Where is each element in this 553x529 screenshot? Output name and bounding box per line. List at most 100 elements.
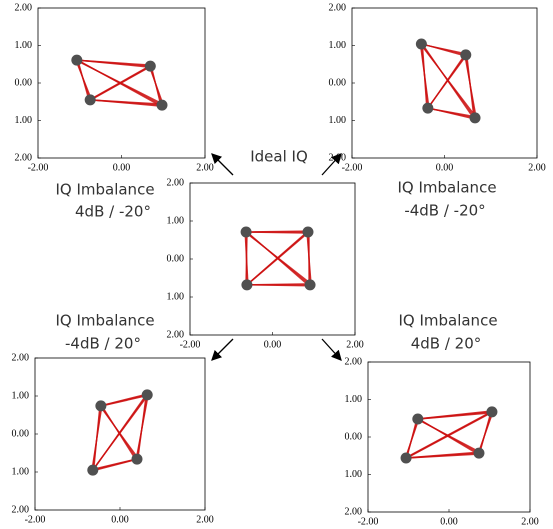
x-tick-label: -2.00 (25, 514, 46, 525)
trajectory (88, 65, 152, 102)
constellation-point (241, 279, 253, 291)
y-tick-label: 2.00 (345, 506, 363, 517)
x-tick-label: -2.00 (28, 162, 49, 173)
trajectory (422, 43, 465, 57)
constellation-point (156, 99, 168, 111)
trajectory (407, 453, 479, 459)
x-tick-label: -2.00 (180, 339, 201, 350)
constellation-point (141, 389, 153, 401)
x-tick-label: 2.00 (521, 516, 539, 527)
trajectory (101, 395, 147, 407)
y-tick-label: 2.00 (15, 152, 33, 163)
trajectory (404, 411, 494, 460)
arrow (211, 338, 234, 361)
annotation: 4dB / 20° (411, 335, 482, 353)
constellation-point (400, 452, 412, 464)
annotation: IQ Imbalance (397, 179, 496, 197)
y-tick-label: 1.00 (345, 469, 363, 480)
arrow (211, 153, 234, 176)
trajectory (245, 231, 310, 287)
x-tick-label: 2.00 (196, 514, 214, 525)
plot-frame (189, 182, 356, 336)
trajectory (135, 394, 149, 461)
annotation: Ideal IQ (250, 148, 308, 166)
y-tick-label: 1.00 (12, 390, 30, 401)
constellation-point (95, 400, 107, 412)
x-tick-label: 2.00 (528, 162, 546, 173)
constellation-point (415, 38, 427, 50)
trajectory (245, 232, 248, 286)
y-tick-label: 2.00 (12, 504, 30, 515)
constellation-point (144, 60, 156, 72)
x-tick-label: 2.00 (346, 339, 364, 350)
y-tick-label: 0.00 (329, 77, 347, 88)
annotation: 4dB / -20° (75, 203, 151, 221)
constellation-point (131, 453, 143, 465)
trajectory (247, 284, 310, 287)
trajectory (77, 59, 150, 68)
x-tick-label: 2.00 (196, 162, 214, 173)
constellation-point (469, 112, 481, 124)
y-tick-label: 2.00 (329, 2, 347, 13)
y-tick-label: 0.00 (345, 431, 363, 442)
y-tick-label: 1.00 (167, 291, 185, 302)
trajectory (426, 54, 468, 110)
x-tick-label: 0.00 (440, 516, 458, 527)
constellation-point (84, 94, 96, 106)
trajectory (421, 43, 428, 110)
trajectory (466, 54, 475, 119)
arrow (321, 338, 342, 361)
constellation-point (473, 447, 485, 459)
trajectory (428, 107, 475, 120)
trajectory (77, 59, 90, 102)
y-tick-label: 0.00 (15, 77, 33, 88)
x-tick-label: -2.00 (342, 162, 363, 173)
y-tick-label: 2.00 (15, 2, 33, 13)
x-tick-label: 0.00 (436, 162, 454, 173)
trajectory (150, 65, 162, 107)
y-tick-label: 1.00 (329, 40, 347, 51)
y-tick-label: 0.00 (12, 428, 30, 439)
trajectory (477, 411, 494, 455)
constellation-point (486, 406, 498, 418)
y-tick-label: 0.00 (167, 253, 185, 264)
y-tick-label: 1.00 (167, 215, 185, 226)
y-tick-label: 2.00 (329, 152, 347, 163)
annotation: IQ Imbalance (55, 312, 154, 330)
constellation-point (412, 413, 424, 425)
y-tick-label: 1.00 (329, 115, 347, 126)
y-tick-label: 1.00 (15, 115, 33, 126)
trajectory (404, 418, 420, 460)
trajectory (91, 99, 162, 107)
constellation-point (460, 49, 472, 61)
y-tick-label: 2.00 (345, 356, 363, 367)
x-tick-label: 0.00 (113, 162, 131, 173)
arrow (321, 153, 342, 176)
x-tick-label: 0.00 (264, 339, 282, 350)
annotation: -4dB / -20° (404, 202, 485, 220)
constellation-point (422, 102, 434, 114)
x-tick-label: 0.00 (111, 514, 129, 525)
x-tick-label: -2.00 (358, 516, 379, 527)
constellation-point (304, 279, 316, 291)
constellation-point (240, 226, 252, 238)
y-tick-label: 2.00 (167, 329, 185, 340)
trajectory (91, 458, 139, 472)
trajectory (418, 418, 479, 455)
y-tick-label: 1.00 (15, 40, 33, 51)
trajectory (91, 394, 149, 472)
y-tick-label: 2.00 (12, 352, 30, 363)
trajectory (421, 43, 475, 120)
constellation-point (87, 464, 99, 476)
annotation: IQ Imbalance (398, 312, 497, 330)
y-tick-label: 1.00 (12, 466, 30, 477)
constellation-point (302, 226, 314, 238)
trajectory (247, 231, 307, 234)
plot-frame (351, 7, 538, 159)
y-tick-label: 2.00 (167, 177, 185, 188)
constellation-point (71, 54, 83, 66)
y-tick-label: 1.00 (345, 394, 363, 405)
trajectory (418, 412, 491, 420)
